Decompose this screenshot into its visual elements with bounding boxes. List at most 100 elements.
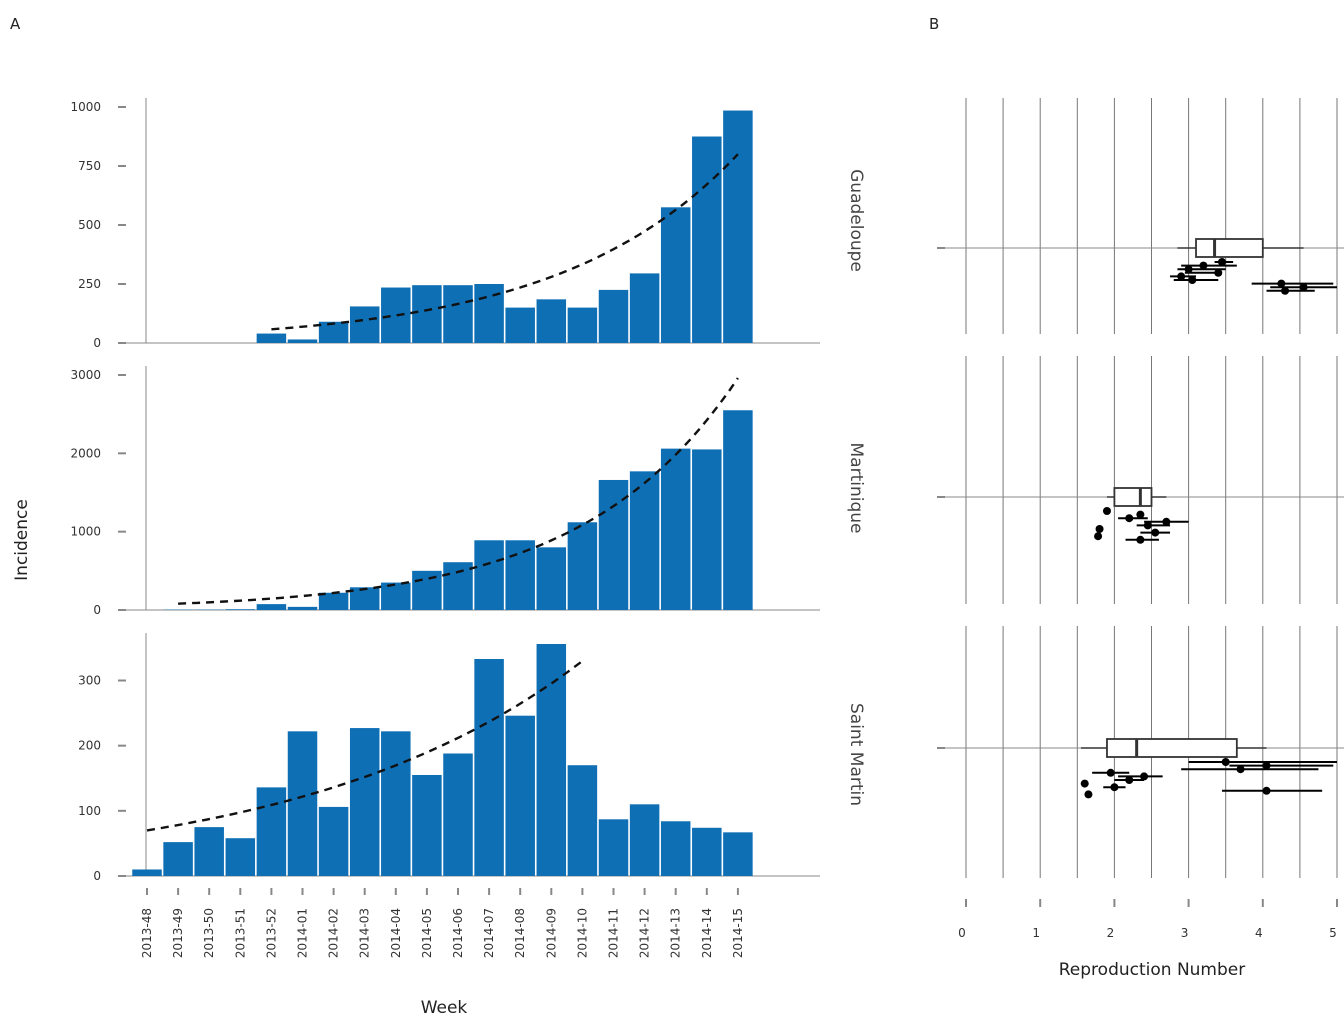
bar-guadeloupe-2014-11	[598, 289, 629, 343]
x-tick-label-b-0: 0	[958, 926, 966, 940]
estimate-point-saint-martin-0	[1221, 758, 1230, 766]
bar-guadeloupe-2014-14	[692, 136, 722, 343]
x-tick-label-2014-09: 2014-09	[544, 908, 558, 958]
estimate-point-guadeloupe-8	[1281, 286, 1290, 295]
bar-guadeloupe-2013-52	[256, 333, 287, 343]
x-tick-label-2014-01: 2014-01	[296, 908, 310, 958]
bar-martinique-2014-11	[598, 479, 629, 610]
bar-saint-martin-2013-52	[256, 787, 287, 876]
bar-saint-martin-2014-10	[567, 765, 598, 876]
x-tick-label-b-5: 5	[1329, 926, 1337, 940]
x-tick-label-2013-48: 2013-48	[140, 908, 154, 958]
facet-b-saint-martin	[937, 626, 1344, 878]
facet-label-guadeloupe: Guadeloupe	[846, 169, 866, 272]
y-axis-title-incidence: Incidence	[12, 499, 32, 581]
estimate-point-saint-martin-2	[1236, 765, 1245, 774]
bar-guadeloupe-2014-09	[536, 299, 567, 343]
x-tick-label-2013-50: 2013-50	[202, 908, 216, 958]
bar-guadeloupe-2014-08	[505, 307, 535, 343]
bar-martinique-2014-09	[536, 547, 567, 610]
bar-martinique-2014-07	[474, 540, 504, 610]
estimate-point-martinique-1	[1136, 510, 1145, 519]
bar-saint-martin-2014-11	[598, 819, 629, 876]
facet-label-martinique: Martinique	[846, 443, 866, 534]
bar-martinique-2014-03	[349, 587, 380, 610]
x-tick-label-b-2: 2	[1107, 926, 1115, 940]
bar-saint-martin-2014-07	[474, 658, 504, 876]
estimate-point-guadeloupe-4	[1177, 272, 1186, 281]
estimate-point-martinique-4	[1143, 521, 1152, 530]
bar-guadeloupe-2014-12	[629, 273, 660, 343]
x-tick-label-2014-07: 2014-07	[482, 908, 496, 958]
bar-guadeloupe-2014-05	[412, 285, 442, 343]
fit-curve-guadeloupe	[271, 153, 739, 331]
x-tick-label-2014-03: 2014-03	[358, 908, 372, 958]
y-tick-label-guadeloupe-0: 0	[93, 336, 101, 350]
estimate-point-guadeloupe-3	[1214, 268, 1223, 277]
bar-martinique-2013-51	[225, 609, 256, 610]
bar-saint-martin-2014-14	[692, 827, 722, 876]
x-tick-label-b-4: 4	[1255, 926, 1263, 940]
y-tick-label-martinique-3000: 3000	[70, 368, 101, 382]
bar-saint-martin-2013-50	[194, 827, 224, 876]
estimate-point-guadeloupe-2	[1184, 265, 1193, 274]
bar-saint-martin-2014-04	[381, 731, 411, 876]
x-axis-title-week: Week	[421, 998, 468, 1017]
bar-saint-martin-2014-13	[660, 821, 691, 876]
estimate-point-saint-martin-5	[1125, 776, 1134, 784]
estimate-point-martinique-5	[1095, 525, 1104, 533]
bar-saint-martin-2014-02	[318, 806, 349, 876]
x-tick-label-b-1: 1	[1032, 926, 1040, 940]
y-tick-label-martinique-1000: 1000	[70, 525, 101, 539]
estimate-point-martinique-6	[1151, 528, 1160, 537]
x-tick-label-2014-06: 2014-06	[451, 908, 465, 958]
facet-guadeloupe: 0 250 500 750 1000 Guadeloupe	[70, 98, 866, 350]
bar-martinique-2014-10	[567, 522, 598, 610]
x-tick-label-2014-15: 2014-15	[731, 908, 745, 958]
bar-martinique-2014-13	[660, 448, 691, 610]
bar-martinique-2013-52	[256, 604, 287, 610]
bar-saint-martin-2013-48	[132, 869, 162, 876]
facet-b-guadeloupe	[937, 98, 1344, 334]
y-tick-label-guadeloupe-500: 500	[78, 218, 101, 232]
x-axis-title-reproduction-number: Reproduction Number	[1059, 960, 1246, 980]
estimate-point-saint-martin-7	[1110, 783, 1119, 792]
x-tick-label-2013-49: 2013-49	[171, 908, 185, 958]
bar-saint-martin-2014-05	[412, 774, 442, 876]
bar-guadeloupe-2014-15	[723, 110, 753, 343]
y-tick-label-martinique-2000: 2000	[70, 446, 101, 460]
estimate-point-saint-martin-1	[1262, 761, 1271, 770]
x-tick-label-2013-51: 2013-51	[233, 908, 247, 958]
bar-martinique-2014-04	[381, 582, 411, 610]
bar-martinique-2014-02	[318, 592, 349, 610]
x-tick-label-2014-14: 2014-14	[700, 908, 714, 958]
y-tick-label-guadeloupe-1000: 1000	[70, 100, 101, 114]
fit-curve-martinique	[178, 377, 739, 605]
bar-saint-martin-2014-12	[629, 804, 660, 876]
estimate-point-saint-martin-8	[1262, 786, 1271, 795]
y-tick-label-saint-martin-100: 100	[78, 804, 101, 818]
bar-martinique-2014-14	[692, 449, 722, 610]
x-tick-label-2014-08: 2014-08	[513, 908, 527, 958]
y-tick-label-saint-martin-0: 0	[93, 869, 101, 883]
estimate-point-saint-martin-3	[1106, 768, 1115, 777]
bar-guadeloupe-2014-01	[287, 339, 318, 343]
fit-curve-saint-martin	[146, 660, 584, 832]
box-iqr-martinique	[1113, 487, 1153, 507]
y-tick-label-guadeloupe-750: 750	[78, 159, 101, 173]
bar-guadeloupe-2014-10	[567, 307, 598, 343]
x-axis-week: 2013-48 2013-49 2013-50 2013-51 2013-52 2014-…	[140, 888, 745, 958]
x-tick-label-2014-12: 2014-12	[638, 908, 652, 958]
bar-guadeloupe-2014-13	[660, 207, 691, 343]
bar-saint-martin-2014-06	[443, 753, 473, 876]
y-tick-label-guadeloupe-250: 250	[78, 277, 101, 291]
bar-martinique-2014-08	[505, 540, 535, 610]
estimate-point-martinique-2	[1125, 514, 1134, 523]
x-tick-label-b-3: 3	[1181, 926, 1189, 940]
x-tick-label-2014-10: 2014-10	[575, 908, 589, 958]
bar-guadeloupe-2014-02	[318, 321, 349, 343]
incidence-bar-chart: 0 250 500 750 1000 Guadeloupe 0 1000 2000 3000 Mar…	[70, 98, 866, 958]
bar-saint-martin-2013-51	[225, 838, 256, 876]
bar-saint-martin-2014-09	[536, 644, 567, 876]
bar-saint-martin-2014-03	[349, 728, 380, 876]
